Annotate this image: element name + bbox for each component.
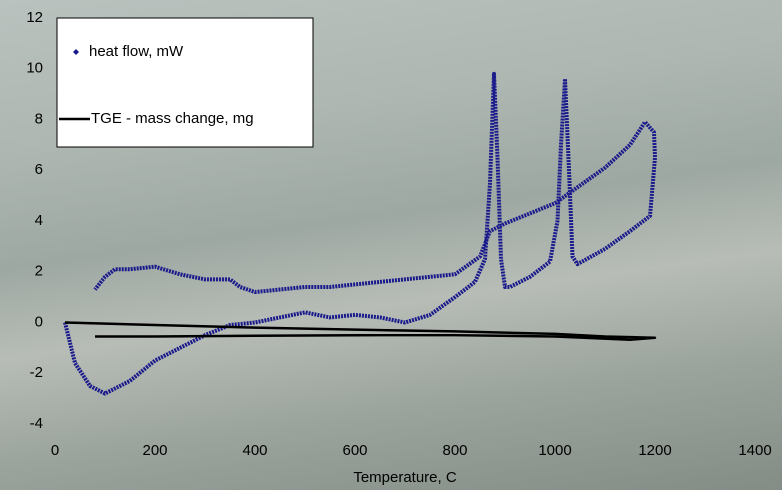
plot-area bbox=[63, 71, 657, 396]
x-tick-label: 200 bbox=[142, 442, 167, 459]
legend-label: TGE - mass change, mg bbox=[91, 110, 254, 127]
y-tick-label: -2 bbox=[30, 364, 43, 381]
x-axis-title: Temperature, C bbox=[353, 469, 457, 486]
x-tick-label: 400 bbox=[242, 442, 267, 459]
mass-change-line bbox=[64, 321, 657, 342]
legend-marker bbox=[73, 49, 79, 55]
y-tick-label: 0 bbox=[35, 313, 43, 330]
x-tick-label: 800 bbox=[442, 442, 467, 459]
heat-flow-line bbox=[63, 71, 657, 396]
y-tick-label: 4 bbox=[35, 212, 43, 229]
y-tick-label: 10 bbox=[26, 60, 43, 77]
x-tick-label: 600 bbox=[342, 442, 367, 459]
y-tick-label: 2 bbox=[35, 263, 43, 280]
x-tick-label: 0 bbox=[51, 442, 59, 459]
legend-label: heat flow, mW bbox=[89, 43, 184, 60]
legend-box bbox=[56, 17, 314, 148]
x-tick-label: 1000 bbox=[538, 442, 571, 459]
y-tick-label: 8 bbox=[35, 110, 43, 127]
y-tick-label: 12 bbox=[26, 9, 43, 26]
y-tick-label: -4 bbox=[30, 415, 43, 432]
x-tick-label: 1200 bbox=[638, 442, 671, 459]
y-tick-label: 6 bbox=[35, 161, 43, 178]
x-tick-label: 1400 bbox=[738, 442, 771, 459]
